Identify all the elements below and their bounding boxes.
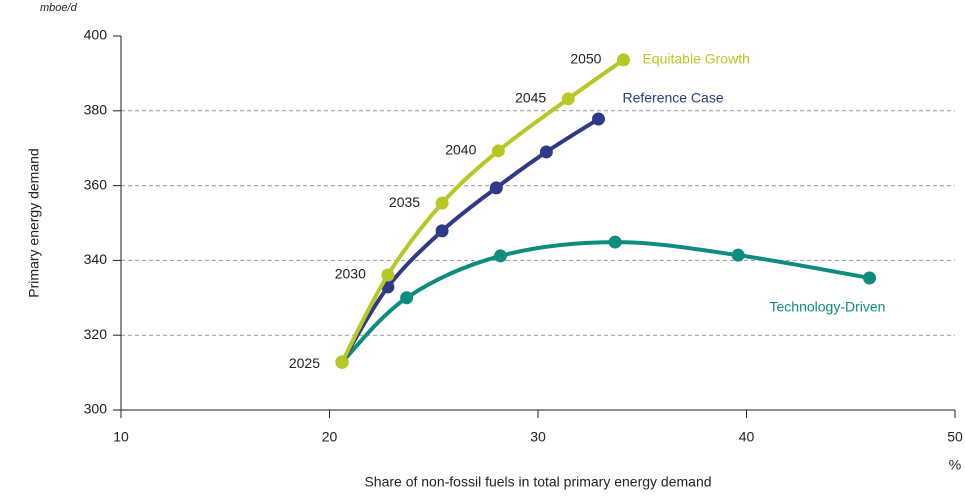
year-label: 2025 [289,355,320,371]
data-point [381,268,395,282]
year-label: 2040 [445,142,476,158]
year-label: 2045 [515,90,546,106]
y-tick-label: 360 [84,176,108,192]
x-tick-label: 50 [947,429,963,445]
series-label: Equitable Growth [642,51,749,67]
y-axis-label: Primary energy demand [26,148,42,297]
y-unit: mboe/d [40,2,78,14]
x-axis-label: Share of non-fossil fuels in total prima… [364,474,711,490]
x-unit: % [949,457,961,473]
y-tick-label: 340 [84,251,108,267]
x-tick-label: 20 [322,429,338,445]
x-tick-label: 30 [530,429,546,445]
data-point [489,181,503,195]
data-point [561,92,575,106]
year-label: 2030 [335,266,366,282]
y-tick-label: 400 [84,27,108,43]
data-point [591,112,605,126]
data-point [608,235,622,249]
data-point [539,145,553,159]
y-tick-label: 300 [84,401,108,417]
data-point [435,196,449,210]
year-label: 2035 [389,194,420,210]
data-point [435,224,449,238]
data-point [335,355,349,369]
data-point [400,291,414,305]
year-label: 2050 [570,51,601,67]
data-point [863,271,877,285]
series-label: Reference Case [622,90,723,106]
x-tick-label: 40 [739,429,755,445]
series-label: Technology-Driven [770,299,886,315]
data-point [493,249,507,263]
data-point [731,248,745,262]
y-tick-label: 320 [84,326,108,342]
data-point [491,144,505,158]
x-tick-label: 10 [113,429,129,445]
y-tick-label: 380 [84,102,108,118]
data-point [616,53,630,67]
